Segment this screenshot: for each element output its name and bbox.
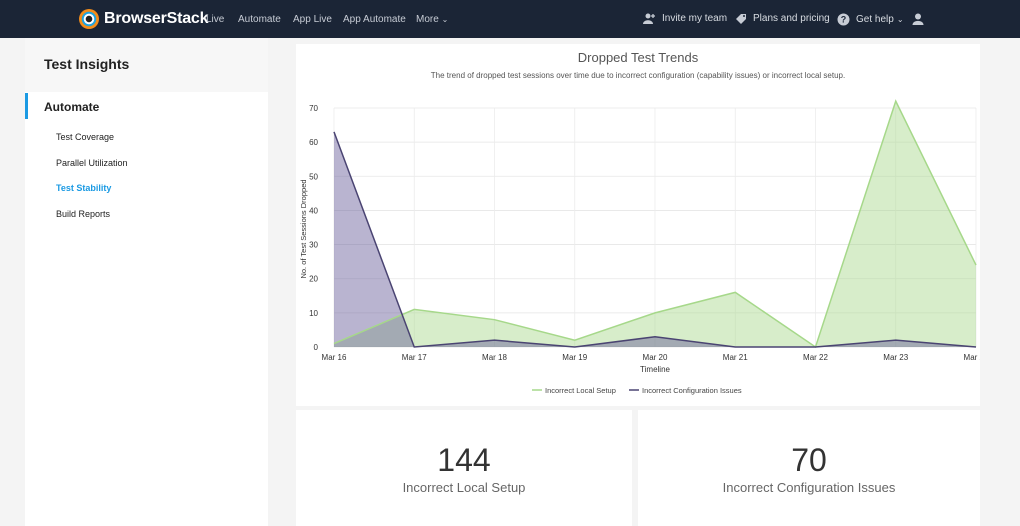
y-tick-label: 50 (309, 172, 318, 181)
stat-label: Incorrect Configuration Issues (722, 480, 896, 495)
stat-card-configuration-issues: 70 Incorrect Configuration Issues (638, 410, 980, 526)
nav-link-app-automate[interactable]: App Automate (343, 14, 406, 25)
chevron-down-icon: ⌄ (441, 15, 449, 24)
add-user-icon (643, 13, 655, 24)
brand-logo[interactable]: BrowserStack (79, 9, 209, 29)
y-tick-label: 10 (309, 309, 318, 318)
x-tick-label: Mar 17 (402, 353, 427, 362)
more-label: More (416, 14, 439, 25)
y-tick-label: 40 (309, 206, 318, 215)
chart-title: Dropped Test Trends (577, 50, 699, 65)
invite-label: Invite my team (662, 13, 728, 24)
dropped-test-trends-card: Dropped Test Trends The trend of dropped… (296, 44, 980, 406)
sidebar-item-test-stability[interactable]: Test Stability (56, 183, 112, 193)
stat-label: Incorrect Local Setup (402, 480, 526, 495)
x-axis-label: Timeline (640, 365, 670, 374)
chart-subtitle: The trend of dropped test sessions over … (430, 71, 846, 80)
x-tick-label: Mar 24 (964, 353, 980, 362)
sidebar-item-parallel-utilization[interactable]: Parallel Utilization (56, 157, 128, 168)
invite-team-button[interactable]: Invite my team (643, 13, 727, 24)
sidebar-item-build-reports[interactable]: Build Reports (56, 208, 111, 219)
user-account-button[interactable] (912, 13, 930, 25)
top-navbar: BrowserStack Live Automate App Live App … (0, 0, 1020, 38)
plans-pricing-button[interactable]: Plans and pricing (735, 13, 830, 24)
x-tick-label: Mar 20 (643, 353, 668, 362)
chart-legend[interactable]: Incorrect Local Setup Incorrect Configura… (532, 386, 742, 395)
tag-icon (736, 14, 746, 24)
x-tick-label: Mar 22 (803, 353, 828, 362)
sidebar: Test Insights Automate Test Coverage Par… (25, 38, 268, 526)
sidebar-section-automate[interactable]: Automate (25, 93, 268, 119)
area-chart: 0 10 20 30 40 50 60 70 Mar 16 Mar 17 Mar 18 Mar 19… (299, 99, 980, 395)
get-help-button[interactable]: ? Get help ⌄ (837, 13, 904, 26)
nav-link-automate[interactable]: Automate (238, 14, 281, 25)
nav-link-more[interactable]: More ⌄ (416, 14, 448, 25)
plans-label: Plans and pricing (753, 13, 830, 24)
brand-name: BrowserStack (104, 10, 209, 27)
x-tick-label: Mar 21 (723, 353, 748, 362)
y-tick-label: 60 (309, 138, 318, 147)
area-incorrect-local-setup (334, 101, 976, 347)
x-tick-label: Mar 23 (883, 353, 908, 362)
svg-text:?: ? (841, 15, 847, 25)
user-icon (912, 13, 924, 25)
browserstack-logo-icon (79, 9, 99, 29)
sidebar-item-test-coverage[interactable]: Test Coverage (56, 132, 115, 142)
y-tick-label: 0 (314, 343, 319, 352)
stat-value: 70 (791, 442, 827, 478)
help-label: Get help (856, 14, 894, 25)
stat-value: 144 (437, 442, 491, 478)
chevron-down-icon: ⌄ (896, 15, 904, 24)
nav-link-live[interactable]: Live (206, 14, 225, 25)
y-tick-label: 70 (309, 104, 318, 113)
y-tick-label: 30 (309, 241, 318, 250)
area-incorrect-configuration-issues (334, 131, 976, 347)
sidebar-title: Test Insights (25, 38, 268, 92)
y-tick-label: 20 (309, 275, 318, 284)
x-tick-label: Mar 18 (482, 353, 507, 362)
help-icon: ? (837, 13, 850, 26)
x-tick-label: Mar 19 (562, 353, 587, 362)
stat-card-local-setup: 144 Incorrect Local Setup (296, 410, 632, 526)
y-axis-label: No. of Test Sessions Dropped (299, 179, 308, 278)
x-tick-label: Mar 16 (322, 353, 347, 362)
nav-link-app-live[interactable]: App Live (293, 14, 332, 25)
legend-item-label: Incorrect Configuration Issues (642, 386, 742, 395)
legend-item-label: Incorrect Local Setup (545, 386, 616, 395)
